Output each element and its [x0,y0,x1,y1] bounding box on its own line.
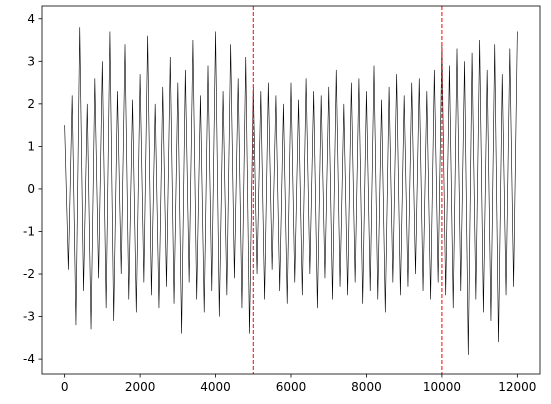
y-tick-label: 1 [27,139,35,153]
y-tick-label: 4 [27,12,35,26]
y-tick-label: 0 [27,182,35,196]
y-tick-label: -4 [23,352,35,366]
x-tick-label: 12000 [498,380,536,394]
x-tick-label: 2000 [125,380,156,394]
y-tick-label: 3 [27,54,35,68]
data-line [64,27,518,355]
x-tick-label: 8000 [351,380,382,394]
x-tick-label: 0 [61,380,69,394]
y-tick-label: -2 [23,267,35,281]
y-tick-label: -3 [23,310,35,324]
x-tick-label: 6000 [276,380,307,394]
y-tick-label: -1 [23,224,35,238]
axes-frame [41,5,541,375]
y-tick-label: 2 [27,97,35,111]
x-tick-label: 4000 [200,380,231,394]
x-tick-label: 10000 [423,380,461,394]
